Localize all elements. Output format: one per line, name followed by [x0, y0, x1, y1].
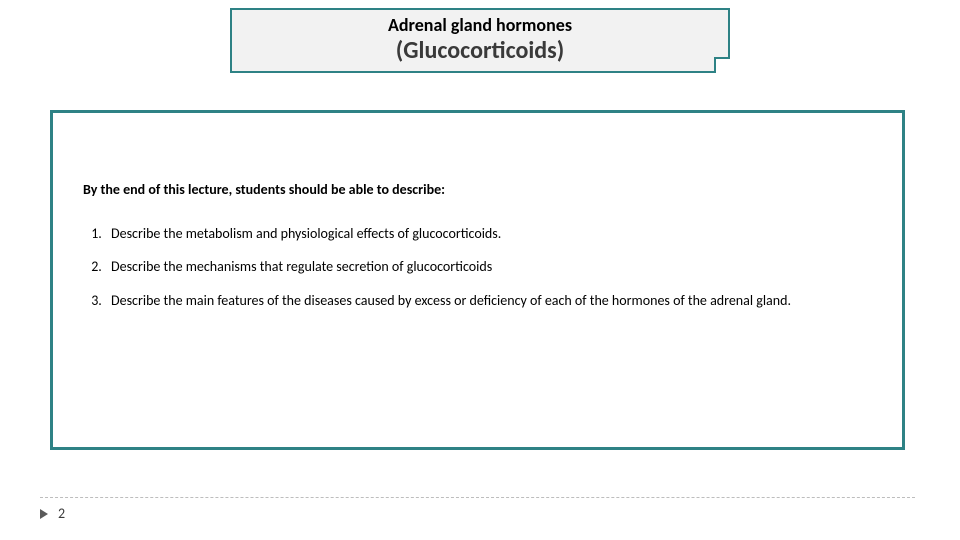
title-box: Adrenal gland hormones (Glucocorticoids): [230, 8, 730, 73]
list-item: Describe the metabolism and physiologica…: [105, 217, 882, 251]
list-item: Describe the mechanisms that regulate se…: [105, 250, 882, 284]
title-line1: Adrenal gland hormones: [242, 14, 718, 36]
slide: Adrenal gland hormones (Glucocorticoids)…: [0, 0, 960, 540]
objectives-list: Describe the metabolism and physiologica…: [83, 217, 882, 318]
footer-divider: [40, 497, 915, 498]
footer: 2: [40, 505, 65, 522]
play-icon: [40, 509, 48, 519]
objectives-box: By the end of this lecture, students sho…: [50, 110, 905, 450]
page-number: 2: [58, 505, 65, 522]
title-line2: (Glucocorticoids): [242, 36, 718, 65]
list-item: Describe the main features of the diseas…: [105, 284, 882, 318]
objectives-intro: By the end of this lecture, students sho…: [83, 173, 882, 207]
